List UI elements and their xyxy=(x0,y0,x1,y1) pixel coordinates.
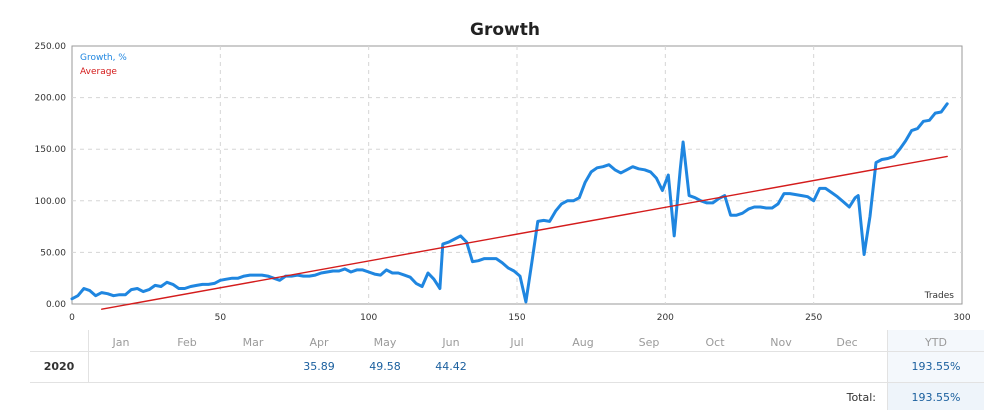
total-label: Total: xyxy=(846,391,876,404)
x-tick-label: 50 xyxy=(215,313,227,323)
ytd-value: 193.55% xyxy=(911,360,961,373)
total-value: 193.55% xyxy=(911,391,961,404)
y-tick-label: 200.00 xyxy=(35,94,67,104)
month-header-nov: Nov xyxy=(770,336,792,349)
month-header-feb: Feb xyxy=(177,336,197,349)
total-box xyxy=(888,382,984,410)
x-tick-label: 250 xyxy=(805,313,822,323)
monthly-returns-table: Jan Feb Mar Apr May Jun Jul Aug Sep Oct Nov Dec 35.… xyxy=(0,330,1006,420)
chart-title: Growth xyxy=(470,20,540,40)
y-tick-label: 0.00 xyxy=(46,300,66,310)
legend-entry-growth: Growth, % xyxy=(80,53,127,63)
ytd-header: YTD xyxy=(925,336,947,349)
month-header-aug: Aug xyxy=(572,336,594,349)
month-value-jun: 44.42 xyxy=(435,360,467,373)
x-tick-label: 100 xyxy=(360,313,377,323)
y-tick-label: 150.00 xyxy=(35,145,67,155)
x-tick-label: 150 xyxy=(508,313,525,323)
average-series-line xyxy=(100,155,948,310)
month-header-may: May xyxy=(373,336,397,349)
growth-chart: 0.00 50.00 100.00 150.00 200.00 250.00 0 50 100 1… xyxy=(35,20,971,323)
row-divider xyxy=(30,382,984,383)
month-header-sep: Sep xyxy=(638,336,660,349)
x-tick-label: 200 xyxy=(657,313,674,323)
x-tick-label: 0 xyxy=(69,313,75,323)
month-header-apr: Apr xyxy=(309,336,329,349)
y-tick-label: 100.00 xyxy=(35,197,67,207)
legend-entry-average: Average xyxy=(80,67,117,77)
growth-series-line xyxy=(70,102,949,304)
month-header-oct: Oct xyxy=(705,336,725,349)
month-header-jun: Jun xyxy=(442,336,460,349)
header-divider xyxy=(30,351,984,352)
ytd-column-background xyxy=(888,330,984,382)
ytd-column-divider xyxy=(887,330,888,410)
month-header-dec: Dec xyxy=(836,336,858,349)
month-value-apr: 35.89 xyxy=(303,360,335,373)
month-header-jul: Jul xyxy=(510,336,524,349)
y-tick-label: 50.00 xyxy=(40,248,66,258)
month-header-mar: Mar xyxy=(242,336,264,349)
year-label: 2020 xyxy=(43,360,75,373)
x-tick-label: 300 xyxy=(953,313,970,323)
growth-chart-svg: 0.00 50.00 100.00 150.00 200.00 250.00 0 50 100 1… xyxy=(35,20,971,323)
month-value-may: 49.58 xyxy=(369,360,401,373)
x-axis-label: Trades xyxy=(924,291,955,301)
y-tick-label: 250.00 xyxy=(35,42,67,52)
month-header-jan: Jan xyxy=(112,336,130,349)
year-column-divider xyxy=(88,330,89,382)
